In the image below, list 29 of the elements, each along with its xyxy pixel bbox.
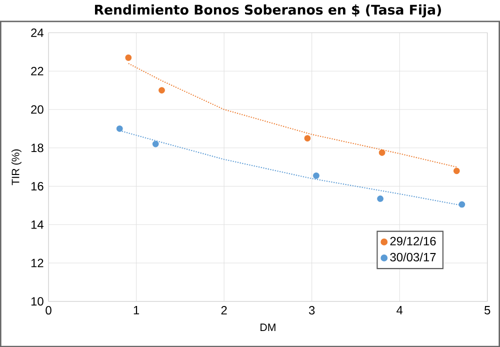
point	[378, 149, 386, 156]
y-tick-label: 22	[31, 66, 44, 76]
y-tick-label: 14	[31, 220, 44, 229]
point	[158, 87, 165, 94]
y-tick-label: 10	[31, 297, 44, 306]
point	[458, 201, 466, 208]
x-axis-title: DM	[260, 324, 276, 331]
x-tick-label: 1	[134, 306, 140, 314]
y-tick-label: 12	[31, 258, 44, 268]
point	[304, 134, 311, 142]
y-tick-label: 20	[31, 105, 44, 114]
point	[152, 140, 159, 148]
y-axis-title: TIR (%)	[11, 149, 22, 186]
legend-label: 30/03/17	[390, 252, 436, 262]
y-tick-label: 24	[31, 28, 44, 37]
x-tick-label: 0	[46, 306, 52, 314]
legend-label: 29/12/16	[390, 236, 436, 246]
point	[313, 172, 320, 179]
point	[116, 125, 123, 132]
x-tick-label: 5	[484, 306, 490, 314]
point	[377, 195, 384, 202]
y-tick-label: 18	[31, 144, 44, 152]
x-tick-label: 2	[221, 306, 227, 314]
x-tick-label: 4	[396, 306, 403, 314]
point	[453, 168, 460, 174]
y-tick-label: 16	[31, 182, 44, 190]
point	[125, 54, 132, 61]
chart-title: Rendimiento Bonos Soberanos en $ (Tasa Fija)	[95, 4, 441, 18]
x-tick-label: 3	[308, 306, 315, 314]
